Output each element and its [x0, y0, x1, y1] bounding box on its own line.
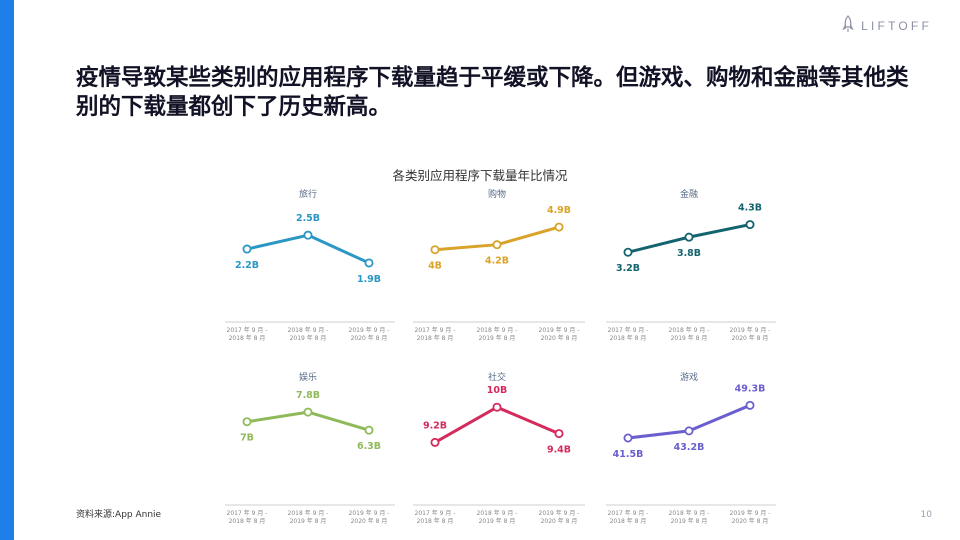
panel-title: 旅行	[299, 188, 317, 200]
data-label: 4B	[428, 261, 442, 272]
data-point	[554, 429, 564, 439]
data-point	[492, 240, 502, 250]
x-tick-label: 2020 年 8 月	[732, 334, 769, 342]
data-point	[554, 222, 564, 232]
data-point	[364, 258, 374, 268]
x-tick-label: 2019 年 8 月	[479, 517, 516, 525]
data-label: 4.3B	[738, 203, 762, 214]
x-tick-label: 2017 年 9 月 -	[227, 509, 268, 517]
data-point	[684, 426, 694, 436]
x-tick-label: 2018 年 9 月 -	[669, 326, 710, 334]
x-tick-label: 2019 年 9 月 -	[349, 326, 390, 334]
data-label: 43.2B	[674, 442, 705, 453]
panel-title: 社交	[488, 371, 506, 383]
x-tick-label: 2018 年 9 月 -	[477, 326, 518, 334]
data-label: 7B	[240, 433, 254, 444]
panel-title: 购物	[488, 188, 506, 200]
data-point	[303, 407, 313, 417]
x-tick-label: 2018 年 9 月 -	[288, 509, 329, 517]
series-line	[434, 405, 560, 444]
logo-text: LIFTOFF	[861, 19, 932, 33]
brand-logo: LIFTOFF	[842, 15, 932, 37]
panel-6: 游戏 41.5B 2017 年 9 月 -2018 年 8 月 43.2B 2018 年…	[606, 371, 776, 525]
x-tick-label: 2018 年 8 月	[417, 517, 454, 525]
data-label: 49.3B	[735, 383, 766, 394]
x-tick-label: 2018 年 8 月	[610, 334, 647, 342]
data-point	[364, 425, 374, 435]
x-tick-label: 2018 年 8 月	[229, 334, 266, 342]
side-accent-bar	[0, 0, 14, 540]
page-number: 10	[920, 510, 932, 520]
x-tick-label: 2017 年 9 月 -	[415, 509, 456, 517]
x-tick-label: 2017 年 9 月 -	[415, 326, 456, 334]
x-tick-label: 2020 年 8 月	[351, 517, 388, 525]
data-point	[745, 220, 755, 230]
data-label: 9.2B	[423, 420, 447, 431]
panel-1: 旅行 2.2B 2017 年 9 月 -2018 年 8 月 2.5B 2018 年 9…	[225, 188, 395, 342]
data-point	[430, 245, 440, 255]
x-tick-label: 2017 年 9 月 -	[227, 326, 268, 334]
x-tick-label: 2017 年 9 月 -	[608, 509, 649, 517]
data-point	[623, 433, 633, 443]
data-point	[492, 402, 502, 412]
x-tick-label: 2018 年 9 月 -	[669, 509, 710, 517]
x-tick-label: 2019 年 9 月 -	[539, 326, 580, 334]
x-tick-label: 2019 年 8 月	[290, 517, 327, 525]
data-label: 3.8B	[677, 248, 701, 259]
data-label: 41.5B	[613, 449, 644, 460]
data-point	[242, 417, 252, 427]
data-point	[684, 232, 694, 242]
rocket-icon	[842, 15, 854, 37]
x-tick-label: 2019 年 9 月 -	[539, 509, 580, 517]
x-tick-label: 2020 年 8 月	[732, 517, 769, 525]
panel-5: 社交 9.2B 2017 年 9 月 -2018 年 8 月 10B 2018 年 9 …	[413, 371, 585, 525]
x-tick-label: 2019 年 9 月 -	[730, 509, 771, 517]
x-tick-label: 2019 年 8 月	[479, 334, 516, 342]
data-label: 3.2B	[616, 263, 640, 274]
x-tick-label: 2020 年 8 月	[541, 517, 578, 525]
x-tick-label: 2019 年 8 月	[671, 517, 708, 525]
x-tick-label: 2020 年 8 月	[351, 334, 388, 342]
data-label: 4.9B	[547, 205, 571, 216]
x-tick-label: 2019 年 9 月 -	[730, 326, 771, 334]
data-label: 2.5B	[296, 213, 320, 224]
panel-title: 娱乐	[299, 371, 317, 383]
data-point	[242, 244, 252, 254]
data-label: 9.4B	[547, 445, 571, 456]
data-label: 7.8B	[296, 390, 320, 401]
x-tick-label: 2018 年 8 月	[229, 517, 266, 525]
chart-title: 各类别应用程序下载量年比情况	[392, 168, 568, 183]
panel-2: 购物 4B 2017 年 9 月 -2018 年 8 月 4.2B 2018 年 9 月…	[413, 188, 585, 342]
x-tick-label: 2019 年 8 月	[671, 334, 708, 342]
data-point	[745, 400, 755, 410]
data-label: 10B	[487, 385, 507, 396]
data-label: 2.2B	[235, 260, 259, 271]
panel-4: 娱乐 7B 2017 年 9 月 -2018 年 8 月 7.8B 2018 年 9 月…	[225, 371, 395, 525]
x-tick-label: 2020 年 8 月	[541, 334, 578, 342]
x-tick-label: 2017 年 9 月 -	[608, 326, 649, 334]
data-point	[623, 247, 633, 257]
source-note: 资料来源:App Annie	[76, 510, 162, 520]
headline: 疫情导致某些类别的应用程序下载量趋于平缓或下降。但游戏、购物和金融等其他类别的下…	[76, 65, 909, 120]
data-label: 1.9B	[357, 274, 381, 285]
panel-3: 金融 3.2B 2017 年 9 月 -2018 年 8 月 3.8B 2018 年 9…	[606, 188, 776, 342]
x-tick-label: 2019 年 8 月	[290, 334, 327, 342]
panel-title: 金融	[680, 188, 698, 200]
x-tick-label: 2018 年 9 月 -	[477, 509, 518, 517]
panel-title: 游戏	[680, 371, 698, 383]
data-point	[430, 437, 440, 447]
data-label: 4.2B	[485, 256, 509, 267]
x-tick-label: 2018 年 8 月	[417, 334, 454, 342]
x-tick-label: 2018 年 9 月 -	[288, 326, 329, 334]
data-label: 6.3B	[357, 441, 381, 452]
x-tick-label: 2019 年 9 月 -	[349, 509, 390, 517]
data-point	[303, 230, 313, 240]
x-tick-label: 2018 年 8 月	[610, 517, 647, 525]
